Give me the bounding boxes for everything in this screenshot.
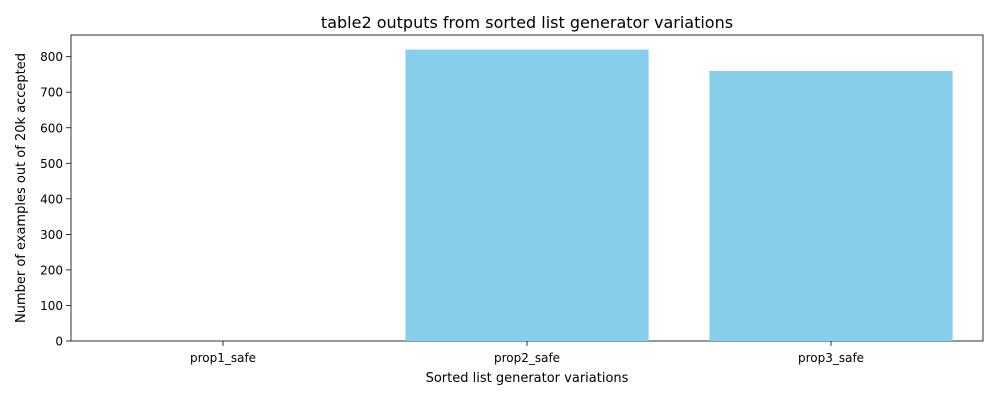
y-tick-label: 500: [40, 157, 63, 171]
y-tick-label: 100: [40, 299, 63, 313]
x-axis-label: Sorted list generator variations: [426, 371, 629, 386]
bar-prop3_safe: [709, 70, 953, 342]
bars: [405, 49, 953, 342]
y-tick-label: 800: [40, 50, 63, 64]
x-tick-label: prop3_safe: [798, 351, 864, 365]
x-tick-label: prop1_safe: [190, 351, 256, 365]
y-tick-label: 600: [40, 121, 63, 135]
y-tick-label: 400: [40, 192, 63, 206]
y-tick-label: 200: [40, 263, 63, 277]
y-axis-label: Number of examples out of 20k accepted: [14, 53, 29, 323]
y-tick-label: 300: [40, 228, 63, 242]
bar-prop2_safe: [405, 49, 649, 341]
x-tick-label: prop2_safe: [494, 351, 560, 365]
y-tick-label: 0: [55, 335, 63, 349]
y-axis: 0 100 200 300 400 500 600 700 800: [40, 50, 71, 349]
x-axis: prop1_safe prop2_safe prop3_safe: [190, 341, 864, 365]
y-tick-label: 700: [40, 86, 63, 100]
chart-title: table2 outputs from sorted list generato…: [321, 13, 733, 32]
